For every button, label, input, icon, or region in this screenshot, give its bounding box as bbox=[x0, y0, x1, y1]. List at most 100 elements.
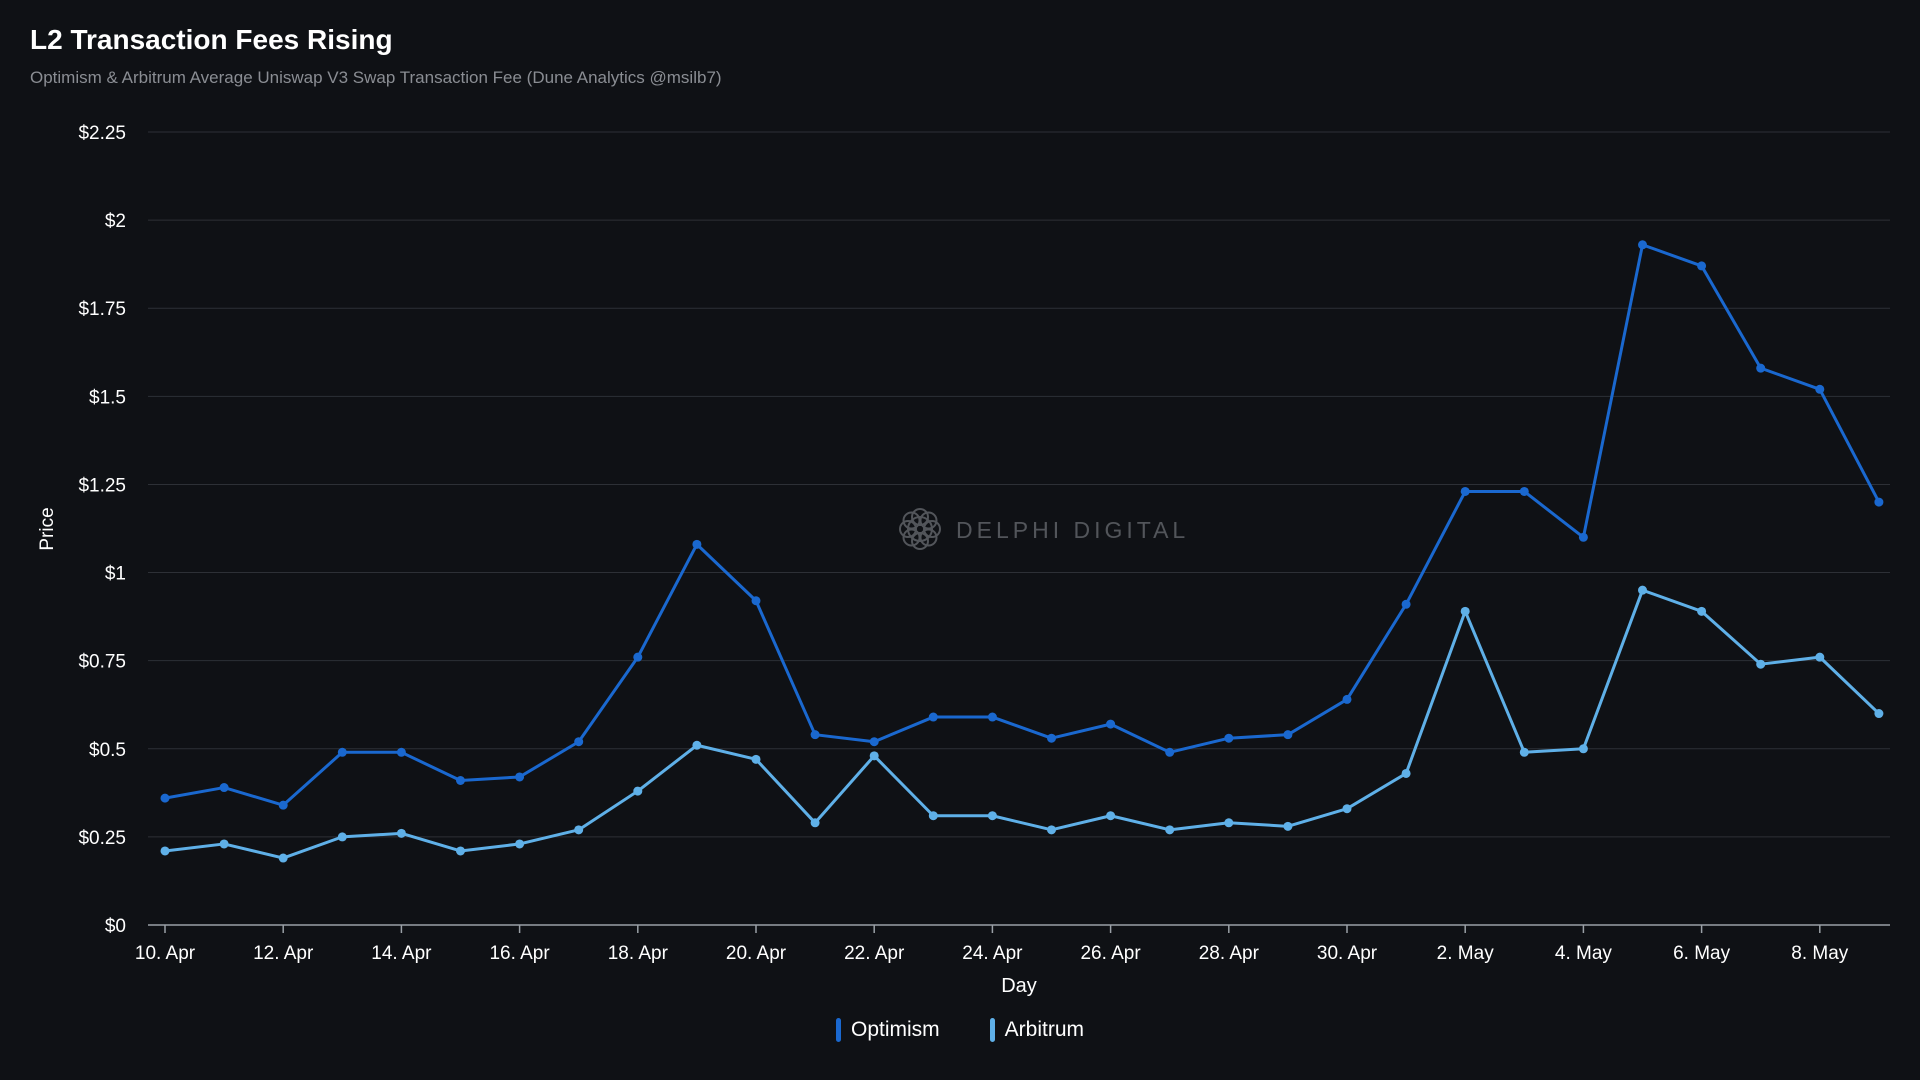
data-point-optimism[interactable] bbox=[751, 596, 761, 606]
y-tick-label: $0.5 bbox=[89, 740, 126, 761]
series-points bbox=[160, 240, 1884, 863]
data-point-arbitrum[interactable] bbox=[1047, 825, 1056, 835]
data-point-arbitrum[interactable] bbox=[1815, 652, 1825, 662]
data-point-arbitrum[interactable] bbox=[1165, 825, 1175, 835]
data-point-arbitrum[interactable] bbox=[692, 740, 702, 750]
arbitrum-swatch-icon bbox=[989, 1018, 995, 1042]
data-point-arbitrum[interactable] bbox=[574, 825, 584, 835]
data-point-arbitrum[interactable] bbox=[633, 786, 643, 796]
data-point-optimism[interactable] bbox=[692, 539, 702, 549]
data-point-optimism[interactable] bbox=[810, 730, 820, 740]
data-point-optimism[interactable] bbox=[1578, 532, 1588, 542]
x-tick-label: 18. Apr bbox=[608, 943, 669, 964]
y-tick-label: $0 bbox=[105, 916, 126, 937]
data-point-optimism[interactable] bbox=[1697, 261, 1707, 271]
data-point-arbitrum[interactable] bbox=[1342, 804, 1352, 814]
data-point-arbitrum[interactable] bbox=[810, 818, 820, 828]
x-tick-label: 26. Apr bbox=[1080, 943, 1141, 964]
data-point-arbitrum[interactable] bbox=[396, 828, 406, 838]
series-line-optimism bbox=[163, 243, 1881, 807]
axes: $0 $0.25 $0.5 $0.75 $1 $1.25 $1.5 $1.75 $2 $2.25 1… bbox=[78, 123, 1890, 964]
optimism-swatch-icon bbox=[835, 1018, 841, 1042]
data-point-arbitrum[interactable] bbox=[160, 846, 170, 856]
y-axis-label: Price bbox=[37, 507, 58, 550]
x-tick-label: 12. Apr bbox=[253, 943, 314, 964]
data-point-optimism[interactable] bbox=[574, 737, 584, 747]
y-tick-label: $1.5 bbox=[89, 387, 126, 408]
data-point-arbitrum[interactable] bbox=[1638, 585, 1647, 595]
data-point-optimism[interactable] bbox=[928, 712, 938, 722]
series-lines bbox=[163, 243, 1881, 860]
data-point-optimism[interactable] bbox=[160, 793, 170, 803]
x-tick-label: 16. Apr bbox=[489, 943, 550, 964]
data-point-optimism[interactable] bbox=[1224, 733, 1234, 743]
data-point-optimism[interactable] bbox=[1756, 363, 1766, 373]
data-point-arbitrum[interactable] bbox=[278, 853, 288, 863]
chart-subtitle: Optimism & Arbitrum Average Uniswap V3 S… bbox=[30, 68, 722, 87]
legend-label-arbitrum: Arbitrum bbox=[1004, 1018, 1085, 1041]
chart-title: L2 Transaction Fees Rising bbox=[30, 24, 393, 55]
data-point-optimism[interactable] bbox=[456, 775, 465, 785]
legend-item-arbitrum[interactable]: Arbitrum bbox=[989, 1018, 1085, 1042]
data-point-arbitrum[interactable] bbox=[869, 751, 879, 761]
data-point-arbitrum[interactable] bbox=[1578, 744, 1588, 754]
data-point-arbitrum[interactable] bbox=[1756, 659, 1766, 669]
x-tick-label: 30. Apr bbox=[1317, 943, 1378, 964]
watermark-text: DELPHI DIGITAL bbox=[956, 517, 1189, 543]
data-point-optimism[interactable] bbox=[987, 712, 997, 722]
data-point-optimism[interactable] bbox=[337, 747, 347, 757]
data-point-optimism[interactable] bbox=[1342, 694, 1352, 704]
x-tick-label: 4. May bbox=[1555, 943, 1613, 964]
data-point-arbitrum[interactable] bbox=[1460, 606, 1470, 616]
data-point-arbitrum[interactable] bbox=[219, 839, 229, 849]
y-tick-label: $1 bbox=[105, 564, 126, 585]
data-point-optimism[interactable] bbox=[1047, 733, 1056, 743]
x-axis-label: Day bbox=[1001, 975, 1037, 997]
legend-label-optimism: Optimism bbox=[850, 1018, 940, 1041]
series-line-arbitrum bbox=[163, 588, 1881, 860]
y-tick-label: $1.75 bbox=[78, 299, 126, 320]
data-point-optimism[interactable] bbox=[1283, 730, 1293, 740]
delphi-logo-icon bbox=[899, 508, 941, 550]
data-point-arbitrum[interactable] bbox=[751, 754, 761, 764]
data-point-optimism[interactable] bbox=[278, 800, 288, 810]
data-point-arbitrum[interactable] bbox=[1697, 606, 1707, 616]
data-point-optimism[interactable] bbox=[1106, 719, 1116, 729]
data-point-optimism[interactable] bbox=[219, 783, 229, 793]
data-point-arbitrum[interactable] bbox=[515, 839, 525, 849]
x-tick-label: 20. Apr bbox=[726, 943, 787, 964]
x-tick-label: 28. Apr bbox=[1199, 943, 1260, 964]
data-point-arbitrum[interactable] bbox=[1401, 768, 1411, 778]
x-tick-label: 14. Apr bbox=[371, 943, 432, 964]
legend: Optimism Arbitrum bbox=[0, 1018, 1920, 1042]
data-point-arbitrum[interactable] bbox=[1519, 747, 1529, 757]
data-point-arbitrum[interactable] bbox=[1874, 709, 1884, 719]
data-point-arbitrum[interactable] bbox=[1224, 818, 1234, 828]
data-point-arbitrum[interactable] bbox=[987, 811, 997, 821]
legend-item-optimism[interactable]: Optimism bbox=[835, 1018, 940, 1042]
data-point-optimism[interactable] bbox=[1165, 747, 1175, 757]
data-point-optimism[interactable] bbox=[1874, 497, 1884, 507]
x-tick-label: 2. May bbox=[1437, 943, 1495, 964]
data-point-arbitrum[interactable] bbox=[456, 846, 465, 856]
data-point-optimism[interactable] bbox=[396, 747, 406, 757]
data-point-optimism[interactable] bbox=[869, 737, 879, 747]
watermark: DELPHI DIGITAL bbox=[899, 508, 1189, 550]
data-point-arbitrum[interactable] bbox=[1283, 821, 1293, 831]
data-point-optimism[interactable] bbox=[1460, 486, 1470, 496]
grid-lines bbox=[148, 131, 1890, 838]
data-point-optimism[interactable] bbox=[1638, 240, 1647, 250]
y-tick-label: $1.25 bbox=[78, 475, 126, 496]
data-point-arbitrum[interactable] bbox=[928, 811, 938, 821]
data-point-optimism[interactable] bbox=[1401, 599, 1411, 609]
data-point-optimism[interactable] bbox=[1815, 384, 1825, 394]
x-tick-label: 6. May bbox=[1673, 943, 1731, 964]
data-point-optimism[interactable] bbox=[633, 652, 643, 662]
data-point-optimism[interactable] bbox=[1519, 486, 1529, 496]
data-point-arbitrum[interactable] bbox=[337, 832, 347, 842]
x-tick-label: 22. Apr bbox=[844, 943, 905, 964]
data-point-optimism[interactable] bbox=[515, 772, 525, 782]
y-tick-label: $0.75 bbox=[78, 652, 126, 673]
x-tick-label: 10. Apr bbox=[135, 943, 196, 964]
data-point-arbitrum[interactable] bbox=[1106, 811, 1116, 821]
